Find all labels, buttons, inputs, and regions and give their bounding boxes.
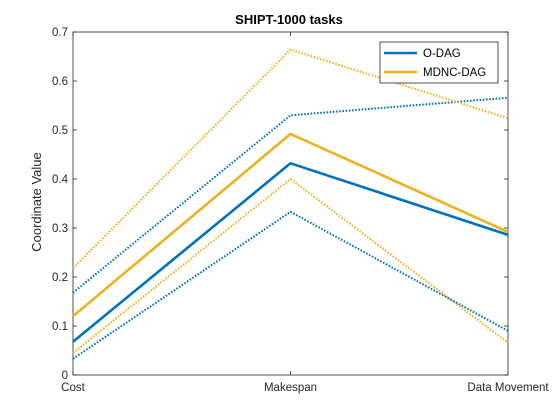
legend: O-DAG MDNC-DAG	[379, 41, 499, 84]
y-axis-label: Coordinate Value	[29, 152, 44, 252]
y-tick-label: 0.3	[52, 223, 68, 235]
y-tick-label: 0.6	[52, 76, 68, 88]
x-tick-label: Cost	[61, 382, 85, 394]
y-tick-label: 0.4	[52, 174, 69, 186]
y-tick-label: 0.1	[52, 321, 68, 333]
series-line-mdnc-dag	[72, 132, 509, 318]
plot-area-box	[72, 31, 509, 376]
y-tick-label: 0.7	[52, 27, 68, 39]
y-tick-label: 0.5	[52, 125, 68, 137]
series-lines	[72, 48, 509, 360]
legend-box	[379, 41, 499, 84]
chart-title: SHIPT-1000 tasks	[235, 12, 343, 27]
y-tick-label: 0.2	[52, 272, 68, 284]
ticks: 0 0.1 0.2 0.3 0.4 0.5 0.6 0.7 Cost Makespan Data M…	[52, 27, 549, 394]
x-tick-label: Makespan	[264, 382, 317, 394]
series-line-o-dag	[72, 162, 509, 343]
legend-label: MDNC-DAG	[423, 67, 486, 79]
series-line-bound-5	[72, 178, 509, 354]
y-tick-label: 0	[62, 370, 68, 382]
series-line-bound-1	[72, 96, 509, 294]
legend-label: O-DAG	[423, 48, 461, 60]
series-line-bound-4	[72, 48, 509, 269]
axes	[72, 31, 509, 376]
x-tick-label: Data Movement	[467, 382, 549, 394]
series-line-bound-2	[72, 210, 509, 360]
